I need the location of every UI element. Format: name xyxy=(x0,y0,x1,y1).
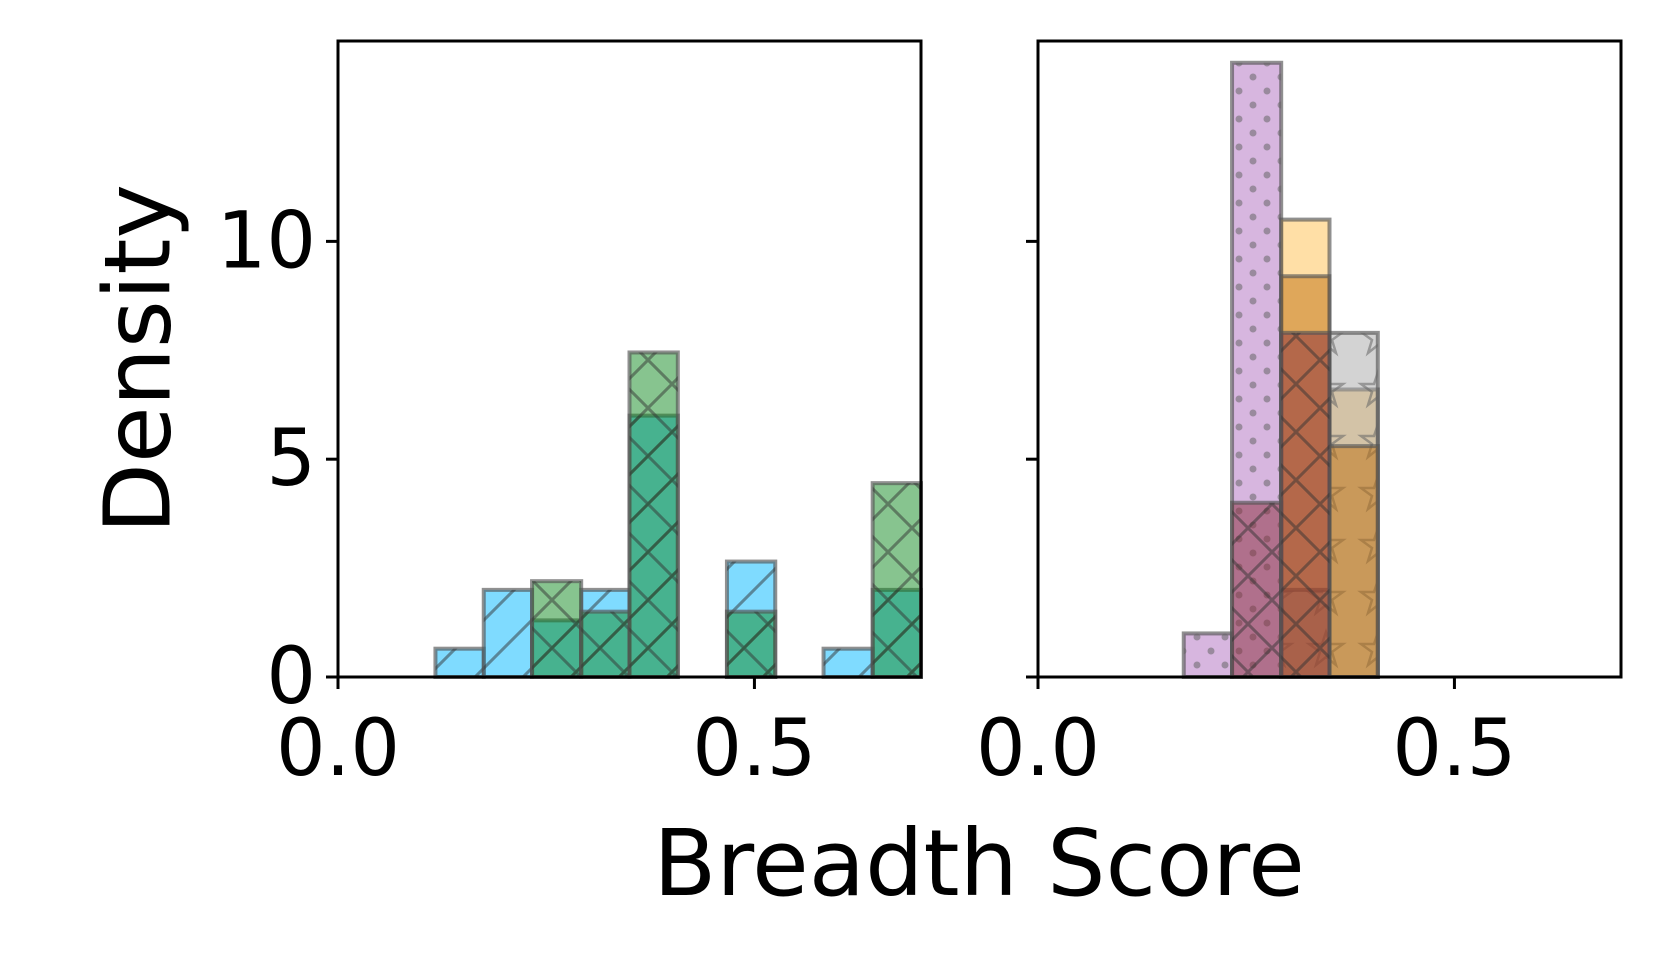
right-y-ticks xyxy=(1026,239,1038,679)
histogram-bar-hatch xyxy=(629,352,678,677)
right-x-ticks: 0.0 0.5 xyxy=(976,677,1516,794)
right-panel: 0.0 0.5 xyxy=(976,39,1623,794)
x-tick-label: 0.0 xyxy=(276,704,400,794)
histogram-bar-hatch xyxy=(872,483,921,677)
histogram-bar xyxy=(1327,444,1380,679)
histogram-bar-hatch xyxy=(1281,332,1330,677)
histogram-bar-hatch xyxy=(1232,502,1282,677)
x-tick-label: 0.5 xyxy=(1392,704,1516,794)
histogram-bar-hatch xyxy=(1183,633,1233,677)
histogram-bar-hatch xyxy=(483,589,533,677)
histogram-bar-hatch xyxy=(726,611,776,677)
x-tick-label: 0.0 xyxy=(976,704,1100,794)
left-y-ticks: 0 5 10 xyxy=(217,196,338,722)
x-axis-label: Breadth Score xyxy=(653,810,1305,917)
x-tick-label: 0.5 xyxy=(692,704,816,794)
histogram-bar-hatch xyxy=(435,648,484,677)
y-tick-label: 5 xyxy=(266,414,316,504)
y-axis-label: Density xyxy=(85,184,192,534)
y-tick-label: 0 xyxy=(266,632,316,722)
histogram-bar-hatch xyxy=(532,581,582,677)
left-bars xyxy=(433,350,923,680)
left-x-ticks: 0.0 0.5 xyxy=(276,677,816,794)
left-panel: 0 5 10 0.0 0.5 xyxy=(217,39,923,794)
y-tick-label: 10 xyxy=(217,196,316,286)
right-plot-frame xyxy=(1036,39,1623,679)
left-plot-frame xyxy=(336,39,923,679)
histogram-bar-hatch xyxy=(823,648,873,677)
histogram-bar-hatch xyxy=(581,611,630,677)
right-bars xyxy=(1181,60,1380,679)
